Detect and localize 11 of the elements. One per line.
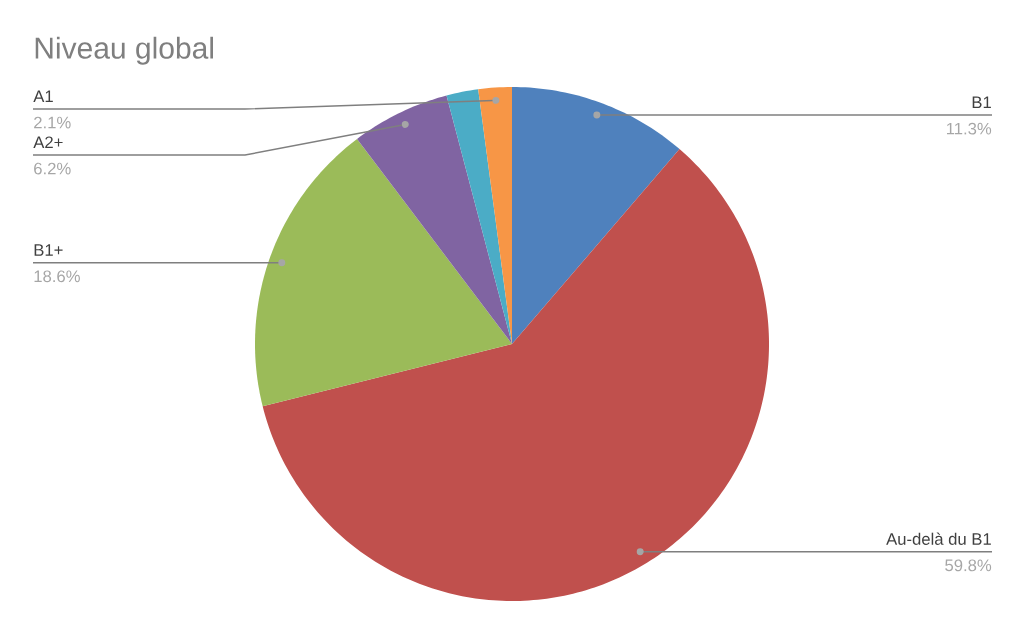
- data-label: 2.1%: [34, 116, 71, 129]
- slice-label: Au-delà du B1: [886, 532, 991, 545]
- slice-label: A1: [33, 90, 53, 102]
- data-label: 6.2%: [34, 162, 71, 175]
- data-label: 18.6%: [34, 270, 80, 283]
- slice-label: A2+: [33, 136, 63, 149]
- data-label: 59.8%: [945, 559, 992, 572]
- slice-label: B1: [972, 96, 991, 109]
- chart-title: Niveau global: [35, 36, 213, 65]
- data-label: 11.3%: [947, 122, 992, 135]
- slice-label: B1+: [34, 244, 63, 256]
